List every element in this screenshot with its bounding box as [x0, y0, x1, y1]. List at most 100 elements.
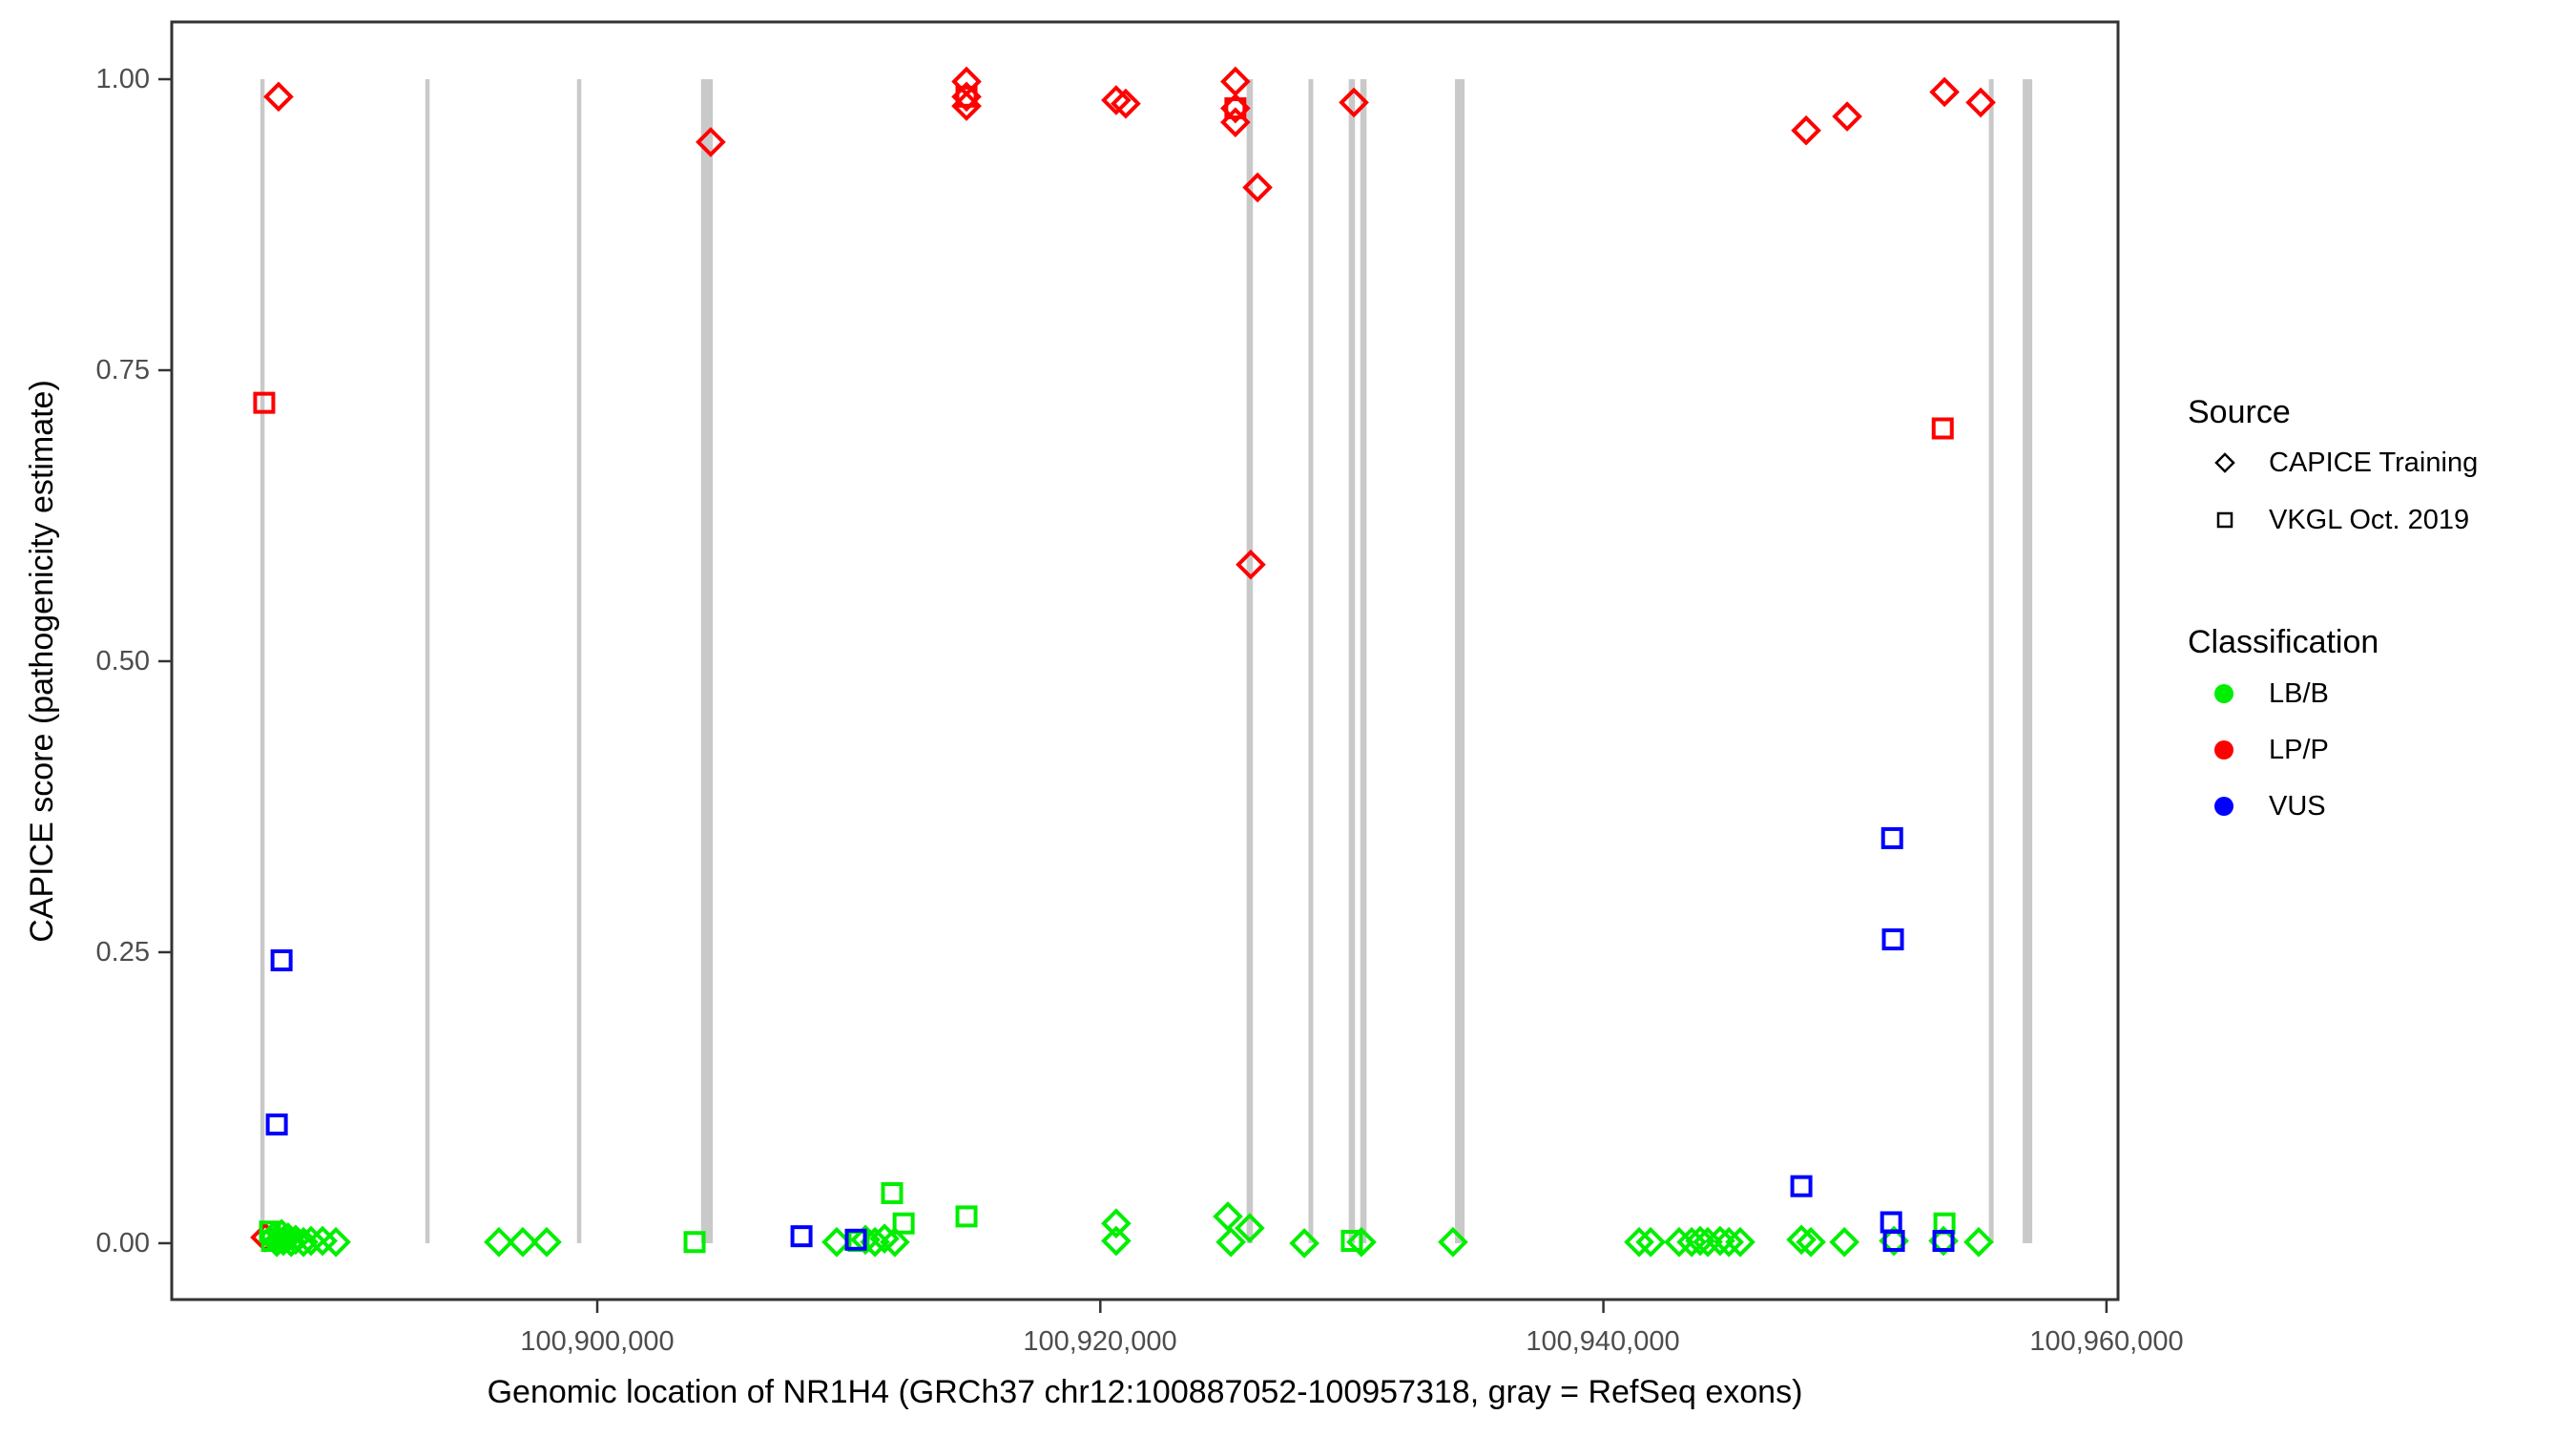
- data-point-diamond: [869, 1223, 900, 1254]
- x-tick-label-100920000: 100,920,000: [1023, 1326, 1176, 1357]
- data-point-diamond: [1213, 1201, 1243, 1232]
- data-point-diamond: [1111, 88, 1141, 119]
- data-point-diamond: [1693, 1226, 1723, 1258]
- legend-item-vkgl: VKGL Oct. 2019: [2216, 505, 2469, 535]
- data-point-diamond: [1624, 1226, 1654, 1258]
- data-point-diamond: [1339, 87, 1369, 118]
- data-point-diamond: [1101, 1225, 1132, 1257]
- data-point-square: [881, 1181, 904, 1204]
- data-point-square: [1882, 1230, 1905, 1253]
- data-point-diamond: [1791, 114, 1821, 146]
- data-point-diamond: [1832, 101, 1862, 132]
- legend-item-label: CAPICE Training: [2269, 447, 2478, 478]
- exon-bar: [1308, 79, 1314, 1243]
- data-point-square: [790, 1225, 813, 1248]
- data-point-diamond: [1289, 1228, 1319, 1259]
- data-point-square: [270, 949, 293, 972]
- exon-bar: [425, 79, 430, 1243]
- exon-bar: [1988, 79, 1994, 1243]
- exon-bar: [700, 79, 714, 1243]
- plot-panel: [172, 22, 2118, 1300]
- x-tick-label-100960000: 100,960,000: [2029, 1326, 2183, 1357]
- data-point-diamond: [880, 1226, 910, 1258]
- data-point-diamond: [1101, 1208, 1132, 1239]
- data-point-diamond: [1725, 1226, 1755, 1258]
- data-point-diamond: [1215, 1226, 1246, 1258]
- legend-item-label: LP/P: [2269, 735, 2329, 765]
- data-point-diamond: [1786, 1224, 1817, 1256]
- exon-bar: [1348, 79, 1356, 1243]
- data-point-square: [1932, 1230, 1955, 1253]
- x-tick-label-100940000: 100,940,000: [1526, 1326, 1679, 1357]
- data-point-square: [1881, 928, 1904, 951]
- data-point-square: [1224, 97, 1247, 120]
- y-tick-label-1.00: 1.00: [96, 64, 150, 94]
- data-point-square: [265, 1113, 288, 1136]
- legend-item-label: VUS: [2269, 791, 2326, 822]
- data-point-diamond: [531, 1226, 562, 1258]
- square-icon: [2216, 511, 2233, 529]
- data-point-diamond: [1236, 549, 1266, 580]
- legend: Source CAPICE Training VKGL Oct. 2019 Cl…: [2188, 394, 2478, 822]
- legend-classification-title: Classification: [2188, 624, 2379, 660]
- data-point-diamond: [1635, 1226, 1666, 1258]
- lbb-dot-icon: [2214, 684, 2233, 703]
- exon-bar: [1360, 79, 1367, 1243]
- data-points-layer: [250, 66, 1996, 1259]
- data-point-square: [955, 1205, 978, 1228]
- data-point-diamond: [484, 1226, 514, 1258]
- data-point-diamond: [696, 127, 726, 157]
- legend-item-vus: VUS: [2214, 791, 2326, 822]
- data-point-square: [844, 1228, 867, 1251]
- vus-dot-icon: [2214, 797, 2233, 816]
- data-point-diamond: [1929, 76, 1960, 108]
- legend-item-capice-training: CAPICE Training: [2214, 447, 2478, 478]
- lpp-dot-icon: [2214, 740, 2233, 760]
- data-point-diamond: [1438, 1226, 1468, 1258]
- data-point-diamond: [263, 81, 294, 113]
- data-point-diamond: [1235, 1213, 1265, 1243]
- data-point-square: [1931, 417, 1954, 440]
- data-point-square: [1340, 1230, 1363, 1253]
- data-point-diamond: [1685, 1225, 1715, 1257]
- data-point-diamond: [1796, 1226, 1826, 1258]
- data-point-square: [683, 1231, 706, 1254]
- y-tick-label-0.50: 0.50: [96, 646, 150, 676]
- panel-border: [170, 20, 2120, 1301]
- data-point-square: [955, 85, 978, 108]
- data-point-diamond: [508, 1226, 538, 1258]
- exon-bar: [1455, 79, 1465, 1243]
- exon-bar: [576, 79, 582, 1243]
- data-point-diamond: [321, 1226, 351, 1258]
- data-point-diamond: [1714, 1226, 1744, 1258]
- data-point-diamond: [1963, 1226, 1994, 1258]
- y-tick-label-0.00: 0.00: [96, 1228, 150, 1259]
- y-tick-label-0.25: 0.25: [96, 937, 150, 968]
- data-point-square: [1880, 826, 1903, 849]
- x-axis-title: Genomic location of NR1H4 (GRCh37 chr12:…: [488, 1374, 1803, 1410]
- data-point-diamond: [1965, 87, 1996, 118]
- exon-bar: [2023, 79, 2033, 1243]
- data-point-diamond: [1242, 172, 1273, 203]
- exon-bar: [260, 79, 265, 1243]
- tick-marks-layer: [158, 77, 2109, 1313]
- legend-item-lbb: LB/B: [2214, 678, 2329, 709]
- data-point-diamond: [1705, 1225, 1735, 1257]
- exon-bars-layer: [260, 79, 2033, 1243]
- data-point-diamond: [1829, 1226, 1859, 1258]
- legend-item-label: VKGL Oct. 2019: [2269, 505, 2469, 535]
- diamond-icon: [2214, 452, 2235, 473]
- data-point-diamond: [296, 1225, 326, 1257]
- data-point-square: [253, 391, 276, 414]
- legend-source-title: Source: [2188, 394, 2291, 430]
- legend-item-label: LB/B: [2269, 678, 2329, 709]
- exon-bar: [1246, 79, 1254, 1243]
- data-point-square: [892, 1212, 915, 1235]
- data-point-diamond: [1346, 1226, 1377, 1258]
- x-tick-label-100900000: 100,900,000: [520, 1326, 674, 1357]
- data-point-diamond: [1101, 85, 1132, 115]
- y-axis-title: CAPICE score (pathogenicity estimate): [24, 380, 60, 943]
- legend-item-lpp: LP/P: [2214, 735, 2329, 765]
